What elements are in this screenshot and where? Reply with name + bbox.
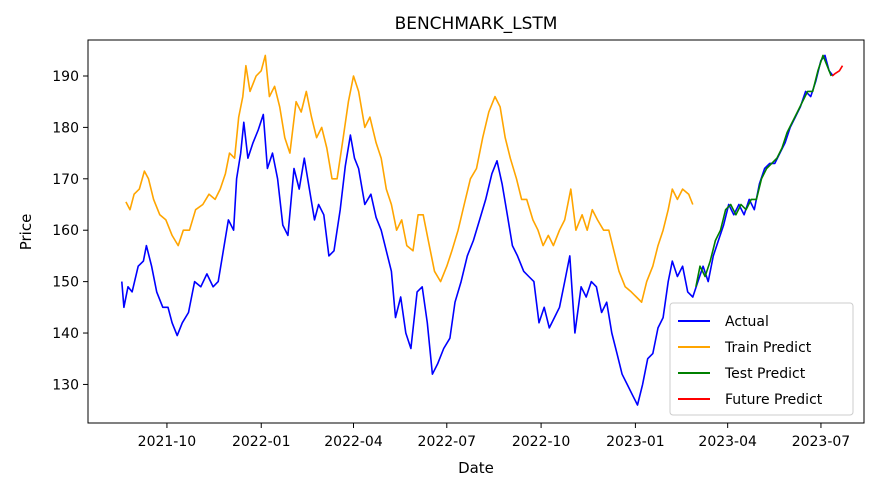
x-tick-label: 2023-07 bbox=[792, 434, 851, 450]
y-tick-label: 150 bbox=[52, 275, 79, 291]
y-tick-label: 160 bbox=[52, 223, 79, 239]
x-tick-label: 2023-04 bbox=[698, 434, 757, 450]
y-tick-label: 130 bbox=[52, 377, 79, 393]
plot-frame bbox=[87, 39, 865, 424]
y-axis-label: Price bbox=[17, 214, 35, 251]
legend-label-test-predict: Test Predict bbox=[724, 366, 806, 382]
y-axis: 130 140 150 160 170 180 190 bbox=[52, 69, 88, 393]
x-axis: 2021-10 2022-01 2022-04 2022-07 2022-10 2023-… bbox=[138, 423, 851, 450]
legend-box bbox=[669, 302, 854, 416]
plot-series bbox=[121, 54, 844, 406]
y-tick-label: 180 bbox=[52, 120, 79, 136]
x-tick-label: 2022-10 bbox=[512, 434, 571, 450]
chart-title: BENCHMARK_LSTM bbox=[395, 14, 558, 34]
legend-label-actual: Actual bbox=[725, 314, 769, 330]
legend-label-future-predict: Future Predict bbox=[725, 392, 823, 408]
x-tick-label: 2022-01 bbox=[232, 434, 291, 450]
x-tick-label: 2021-10 bbox=[138, 434, 197, 450]
y-tick-label: 170 bbox=[52, 172, 79, 188]
series-line-future-predict bbox=[831, 65, 844, 77]
legend: Actual Train Predict Test Predict Future Pr… bbox=[669, 302, 854, 416]
legend-label-train-predict: Train Predict bbox=[724, 340, 812, 356]
x-tick-label: 2022-04 bbox=[324, 434, 383, 450]
series-line-train-predict bbox=[125, 54, 694, 304]
x-tick-label: 2022-07 bbox=[418, 434, 477, 450]
y-tick-label: 190 bbox=[52, 69, 79, 85]
y-tick-label: 140 bbox=[52, 326, 79, 342]
x-axis-label: Date bbox=[458, 459, 494, 477]
series-line-test-predict bbox=[695, 54, 832, 287]
x-tick-label: 2023-01 bbox=[606, 434, 665, 450]
series-line-actual bbox=[121, 54, 834, 406]
